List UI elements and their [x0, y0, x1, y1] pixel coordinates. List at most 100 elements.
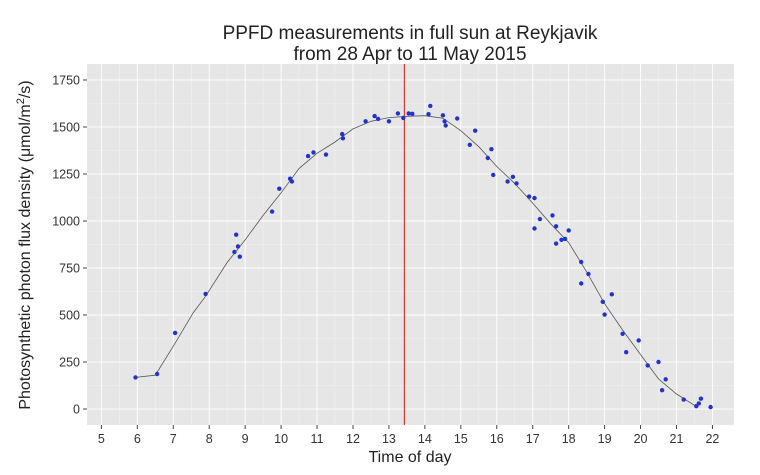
x-tick-label: 18	[562, 432, 576, 446]
data-point	[375, 116, 381, 122]
data-point	[505, 179, 510, 184]
x-tick-label: 5	[98, 432, 105, 446]
data-point	[510, 174, 516, 179]
data-point	[485, 155, 490, 161]
y-tick-label: 1500	[52, 120, 80, 134]
data-point	[553, 224, 559, 229]
data-point	[659, 388, 665, 393]
data-point	[340, 136, 346, 141]
data-point	[232, 249, 237, 255]
smooth-line-layer	[135, 115, 701, 406]
data-point	[234, 232, 239, 237]
data-point	[410, 111, 415, 117]
data-point	[237, 254, 242, 259]
data-point	[440, 113, 446, 118]
data-point	[395, 111, 401, 116]
x-tick-label: 14	[418, 432, 432, 446]
data-point	[696, 401, 701, 406]
data-point	[636, 338, 641, 343]
y-tick-label: 500	[59, 309, 80, 323]
data-point	[579, 281, 584, 286]
data-point	[681, 397, 686, 402]
x-tick-label: 11	[311, 432, 324, 446]
data-point	[491, 172, 496, 178]
chart-title-line-2: from 28 Apr to 11 May 2015	[293, 44, 526, 65]
data-point	[514, 181, 519, 186]
data-point	[442, 119, 447, 124]
y-tick-label: 1000	[52, 214, 80, 228]
data-point	[620, 331, 625, 336]
data-point	[553, 241, 559, 246]
data-point	[426, 112, 431, 117]
data-point	[489, 147, 494, 152]
data-point	[559, 237, 564, 242]
data-point	[311, 150, 316, 155]
x-tick-label: 8	[206, 432, 213, 446]
data-point	[694, 404, 699, 409]
data-point	[305, 153, 311, 159]
data-point	[443, 123, 448, 128]
x-tick-label: 10	[274, 432, 288, 446]
data-point	[203, 291, 208, 297]
points-layer	[133, 103, 713, 410]
data-point	[428, 103, 433, 109]
y-axis-ticks: 0 250 500 750 1000 1250 1500 1750	[52, 73, 87, 417]
data-point	[645, 363, 650, 368]
data-point	[133, 375, 138, 380]
data-point	[579, 259, 584, 265]
data-point	[550, 213, 555, 218]
data-point	[532, 195, 537, 201]
y-axis-title-superscript: 2	[15, 98, 27, 104]
x-axis-ticks: 5 6 7 8 9 10 11 12 13 14 15 16 17 18 19 20 21 22	[98, 425, 719, 446]
data-point	[532, 226, 537, 231]
data-point	[340, 131, 345, 137]
data-point	[586, 271, 591, 277]
y-axis-title-prefix: Photosynthetic photon flux density (	[17, 156, 34, 409]
data-point	[708, 404, 713, 410]
chart-title-line-1: PPFD measurements in full sun at Reykjav…	[223, 23, 598, 44]
x-tick-label: 6	[134, 432, 141, 446]
x-tick-label: 17	[526, 432, 540, 446]
data-point	[562, 236, 568, 242]
data-point	[602, 312, 607, 317]
x-tick-label: 7	[170, 432, 177, 446]
y-axis-title-suffix: /s)	[17, 80, 34, 98]
data-point	[455, 116, 460, 121]
data-point	[386, 119, 392, 124]
data-point	[363, 119, 368, 124]
smooth-line	[135, 115, 701, 406]
grid-lines	[87, 64, 734, 425]
data-point	[406, 111, 411, 116]
data-point	[566, 228, 571, 233]
y-tick-label: 0	[73, 403, 80, 417]
data-point	[289, 179, 295, 184]
data-point	[600, 299, 605, 304]
data-point	[401, 115, 406, 121]
data-point	[269, 209, 275, 214]
x-tick-label: 20	[634, 432, 648, 446]
data-point	[609, 292, 614, 297]
data-point	[372, 113, 377, 119]
data-point	[526, 194, 532, 199]
data-point	[172, 330, 178, 336]
x-tick-label: 9	[242, 432, 249, 446]
x-tick-label: 22	[705, 432, 719, 446]
x-tick-label: 16	[490, 432, 504, 446]
data-point	[467, 142, 472, 147]
data-point	[277, 186, 282, 191]
data-point	[154, 371, 160, 377]
data-point	[698, 396, 704, 401]
data-point	[624, 350, 629, 355]
data-point	[656, 359, 661, 365]
x-axis-title: Time of day	[369, 449, 452, 466]
x-tick-label: 12	[346, 432, 360, 446]
data-point	[323, 152, 329, 157]
y-tick-label: 1250	[52, 167, 80, 181]
y-tick-label: 750	[59, 262, 80, 276]
y-axis-title-unit: μmol/m	[17, 104, 34, 157]
x-tick-label: 15	[454, 432, 468, 446]
y-tick-label: 1750	[52, 73, 80, 87]
x-tick-label: 19	[598, 432, 612, 446]
y-axis-title: Photosynthetic photon flux density (μmol…	[15, 80, 34, 409]
